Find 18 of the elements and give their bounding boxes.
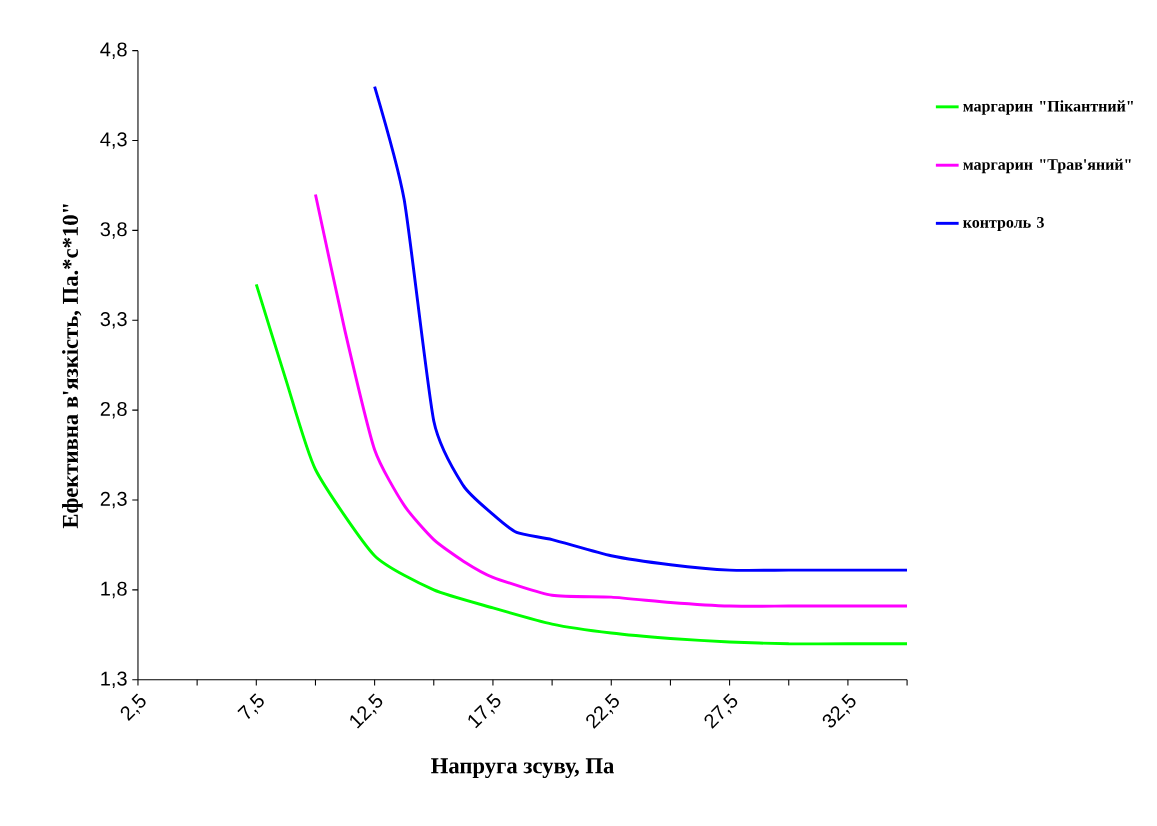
y-axis-title: Ефективна в'язкість, Па.*с*10" [62,204,83,528]
legend-label: маргарин "Пікантний" [963,100,1133,115]
line-series [373,84,908,572]
y-tick-label: 2,3 [100,491,127,509]
line-series [313,192,908,608]
y-tick-label: 3,3 [100,311,127,329]
x-tick-label: 7,5 [237,693,264,719]
x-axis-title: Напруга зсуву, Па [431,758,614,778]
y-tick-label: 3,8 [100,221,127,239]
y-tick-label: 1,8 [101,581,127,598]
y-tick-label: 1,3 [101,671,127,688]
y-tick-label: 2,8 [100,401,127,419]
y-tick-label: 4,3 [100,132,127,149]
legend-label: маргарин "Трав'яний" [963,158,1131,173]
x-tick-label: 2,5 [120,693,146,721]
legend-label: контроль 3 [963,216,1044,231]
y-tick-label: 4,8 [100,42,127,59]
line-series [254,282,908,646]
